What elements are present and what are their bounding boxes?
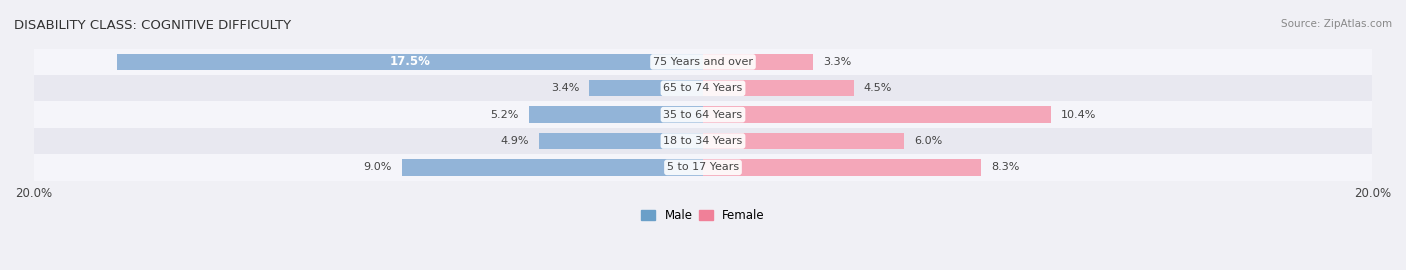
Bar <box>34 102 1372 128</box>
Text: 9.0%: 9.0% <box>363 162 392 173</box>
Text: 17.5%: 17.5% <box>389 55 430 68</box>
Text: 35 to 64 Years: 35 to 64 Years <box>664 110 742 120</box>
Bar <box>703 80 853 96</box>
Bar <box>703 54 814 70</box>
Text: 3.3%: 3.3% <box>824 57 852 67</box>
Bar <box>529 106 703 123</box>
Text: 4.5%: 4.5% <box>863 83 891 93</box>
Text: Source: ZipAtlas.com: Source: ZipAtlas.com <box>1281 19 1392 29</box>
Bar <box>538 133 703 149</box>
Text: 5 to 17 Years: 5 to 17 Years <box>666 162 740 173</box>
Bar <box>589 80 703 96</box>
Bar <box>402 159 703 176</box>
Text: 65 to 74 Years: 65 to 74 Years <box>664 83 742 93</box>
Bar <box>703 159 981 176</box>
Bar <box>34 154 1372 181</box>
Legend: Male, Female: Male, Female <box>637 205 769 227</box>
Bar <box>703 106 1052 123</box>
Bar <box>34 75 1372 102</box>
Text: 3.4%: 3.4% <box>551 83 579 93</box>
Text: 5.2%: 5.2% <box>491 110 519 120</box>
Bar <box>34 49 1372 75</box>
Text: 4.9%: 4.9% <box>501 136 529 146</box>
Bar <box>117 54 703 70</box>
Text: 8.3%: 8.3% <box>991 162 1019 173</box>
Text: 18 to 34 Years: 18 to 34 Years <box>664 136 742 146</box>
Bar <box>34 128 1372 154</box>
Text: 6.0%: 6.0% <box>914 136 942 146</box>
Text: 10.4%: 10.4% <box>1062 110 1097 120</box>
Text: 75 Years and over: 75 Years and over <box>652 57 754 67</box>
Bar <box>703 133 904 149</box>
Text: DISABILITY CLASS: COGNITIVE DIFFICULTY: DISABILITY CLASS: COGNITIVE DIFFICULTY <box>14 19 291 32</box>
